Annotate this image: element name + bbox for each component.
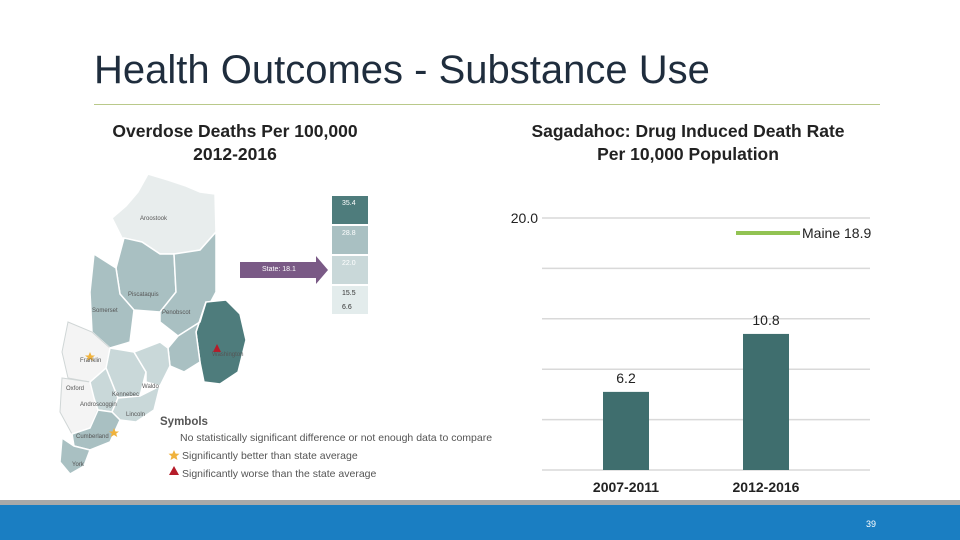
county-label-aroostook: Aroostook [140, 216, 168, 222]
legend-star-icon [168, 450, 180, 460]
state-average-arrow [240, 256, 328, 284]
bar-value-label: 6.2 [616, 370, 636, 386]
county-label-waldo: Waldo [142, 384, 159, 390]
maine-county-map [59, 173, 368, 475]
bar-2012-2016 [743, 333, 789, 470]
county-label-franklin: Franklin [80, 358, 102, 364]
county-label-piscataquis: Piscataquis [128, 292, 159, 298]
y-tick-label: 20.0 [511, 210, 538, 226]
county-label-penobscot: Penobscot [162, 310, 191, 316]
bar-2007-2011 [603, 391, 649, 470]
page-number: 39 [865, 519, 876, 529]
legend-better: Significantly better than state average [182, 450, 358, 462]
chart-heading-line1: Sagadahoc: Drug Induced Death Rate [531, 121, 845, 141]
legend-triangle-icon [169, 466, 179, 475]
symbols-title: Symbols [160, 416, 208, 428]
map-heading-line1: Overdose Deaths Per 100,000 [112, 121, 358, 141]
worse-than-average-marker [213, 344, 221, 352]
bar-chart-svg: 20.0 Maine 18.9 6.2 2007-2011 10.8 2012-2016 [511, 210, 872, 495]
scale-value-3: 22.0 [342, 260, 356, 267]
title-divider [94, 104, 880, 105]
slide-footer: 39 [0, 500, 960, 540]
scale-value-2: 28.8 [342, 230, 356, 237]
scale-band-highest [332, 196, 368, 224]
county-label-york: York [72, 462, 84, 468]
slide-title: Health Outcomes - Substance Use [94, 48, 710, 92]
county-label-androscoggin: Androscoggin [80, 402, 117, 408]
benchmark-legend-label: Maine 18.9 [802, 225, 871, 241]
legend-worse: Significantly worse than the state avera… [182, 468, 377, 480]
scale-value-5: 6.6 [342, 304, 352, 311]
map-heading-line2: 2012-2016 [193, 144, 277, 164]
county-label-kennebec: Kennebec [112, 392, 140, 398]
overdose-map-figure: Aroostook Piscataquis Somerset Penobscot… [50, 172, 493, 492]
county-label-washington: Washington [212, 352, 244, 358]
cumberland-better-marker [109, 428, 119, 437]
county-label-somerset: Somerset [92, 308, 118, 314]
scale-value-1: 35.4 [342, 200, 356, 207]
scale-band-high [332, 226, 368, 254]
legend-no-significance: No statistically significant difference … [180, 432, 493, 444]
county-somerset [89, 252, 135, 349]
better-than-average-marker [85, 352, 95, 361]
chart-heading-line2: Per 10,000 Population [597, 144, 779, 164]
county-waldo [132, 341, 171, 387]
scale-band-low [332, 286, 368, 314]
x-category-label: 2012-2016 [733, 479, 800, 495]
drug-death-rate-chart: 20.0 Maine 18.9 6.2 2007-2011 10.8 2012-2016 [500, 200, 900, 500]
bar-value-label: 10.8 [752, 312, 779, 328]
chart-heading: Sagadahoc: Drug Induced Death Rate Per 1… [488, 120, 888, 166]
county-label-lincoln: Lincoln [126, 412, 146, 418]
county-label-oxford: Oxford [66, 386, 85, 392]
scale-value-4: 15.5 [342, 290, 356, 297]
x-category-label: 2007-2011 [593, 479, 659, 495]
state-average-label: State: 18.1 [262, 266, 296, 273]
map-heading: Overdose Deaths Per 100,000 2012-2016 [70, 120, 400, 166]
scale-band-mid [332, 256, 368, 284]
county-label-cumberland: Cumberland [76, 434, 109, 440]
county-york [59, 436, 91, 475]
